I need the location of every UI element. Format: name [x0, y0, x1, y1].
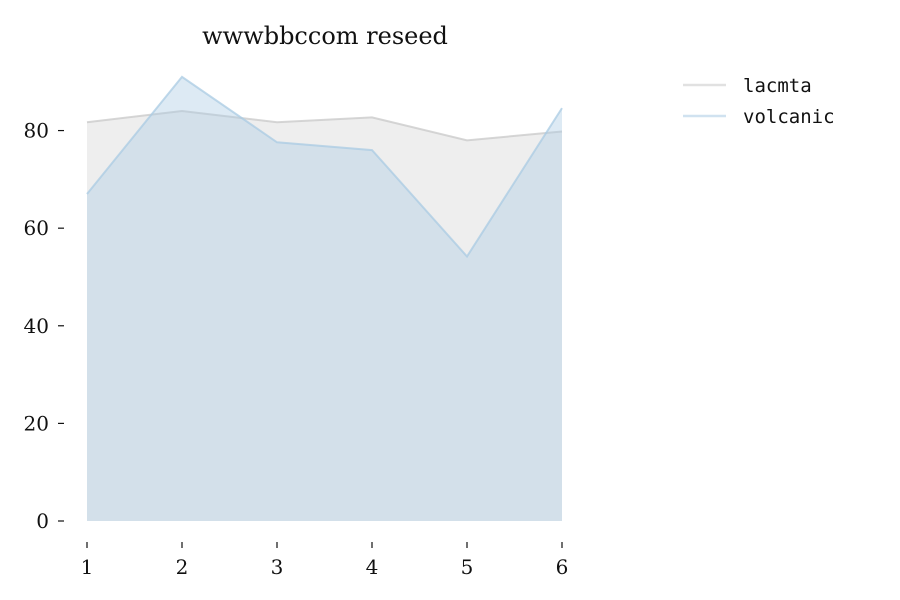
series-layer [86, 75, 563, 521]
x-tick-label: 2 [176, 555, 189, 579]
x-tick-label: 4 [366, 555, 379, 579]
x-tick-label: 6 [556, 555, 569, 579]
chart-title: wwwbbccom reseed [202, 22, 448, 50]
y-tick-label: 80 [24, 119, 49, 143]
x-tick-label: 1 [81, 555, 94, 579]
series-line-volcanic [86, 75, 563, 259]
area-fill-volcanic [87, 76, 562, 521]
y-tick-label: 40 [24, 314, 49, 338]
x-tick-label: 5 [461, 555, 474, 579]
y-tick-label: 60 [24, 216, 49, 240]
x-axis: 1 2 3 4 5 6 [81, 542, 569, 579]
y-tick-label: 20 [24, 411, 49, 435]
series-line-lacmta [86, 110, 563, 142]
y-tick-label: 0 [36, 509, 49, 533]
x-tick-label: 3 [271, 555, 284, 579]
legend-label-lacmta: lacmta [743, 75, 812, 97]
area-fill-lacmta [87, 111, 562, 521]
legend-label-volcanic: volcanic [743, 106, 835, 128]
y-axis: 0 20 40 60 80 [24, 119, 64, 533]
legend: lacmta volcanic [683, 75, 835, 128]
